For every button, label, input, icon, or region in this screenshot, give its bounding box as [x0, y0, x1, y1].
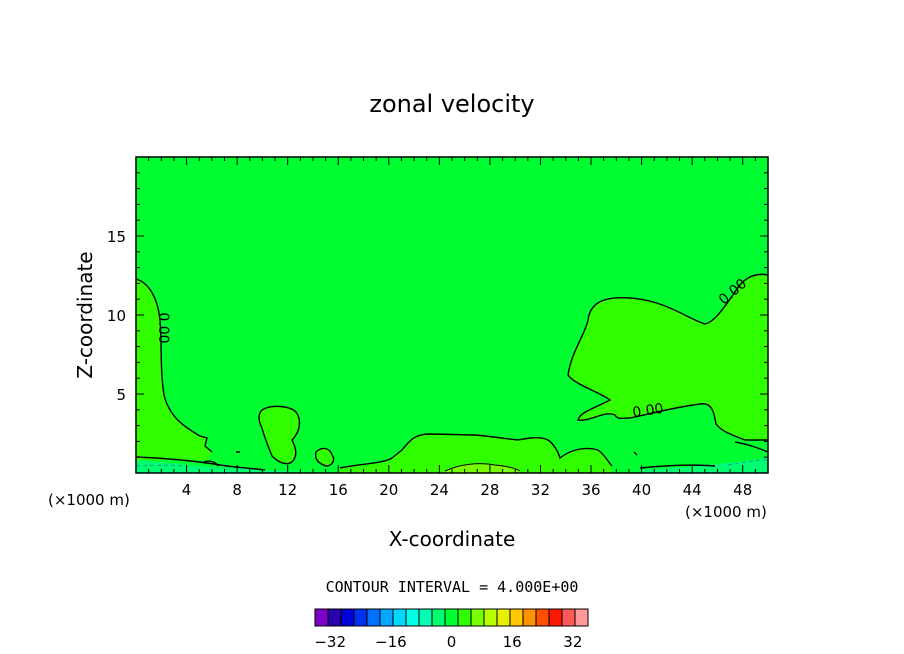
contour-zero-left — [135, 278, 213, 453]
x-tick-labels: 4 8 12 16 20 24 28 32 36 40 44 48 — [182, 481, 752, 499]
x-tick-label: 40 — [632, 481, 651, 499]
colorbar-swatch — [327, 608, 342, 627]
colorbar-swatch — [431, 608, 446, 627]
x-tick-label: 44 — [683, 481, 702, 499]
colorbar-swatch — [522, 608, 537, 627]
contour-interval: CONTOUR INTERVAL = 4.000E+00 — [326, 578, 579, 596]
colorbar-tick-label: 16 — [503, 633, 522, 651]
colorbar-swatch — [483, 608, 498, 627]
colorbar-tick-label: −16 — [375, 633, 407, 651]
x-unit-label-right: (×1000 m) — [685, 503, 767, 521]
colorbar — [314, 608, 589, 627]
x-tick-label: 48 — [733, 481, 752, 499]
colorbar-swatch — [314, 608, 329, 627]
contour-zero-low-left — [135, 456, 266, 471]
x-tick-label: 12 — [278, 481, 297, 499]
contour-zero-blob — [258, 405, 301, 465]
colorbar-swatch — [574, 608, 589, 627]
colorbar-swatch — [509, 608, 524, 627]
contour-neg-left — [135, 464, 186, 467]
x-tick-label: 20 — [379, 481, 398, 499]
contour-zero-right — [567, 273, 769, 441]
x-tick-label: 16 — [329, 481, 348, 499]
colorbar-swatch — [379, 608, 394, 627]
colorbar-swatch — [405, 608, 420, 627]
colorbar-tick-label: −32 — [314, 633, 346, 651]
negative-contour-lines — [135, 459, 769, 467]
positive-region-left — [136, 279, 212, 460]
y-tick-label: 15 — [107, 228, 126, 246]
contour-zero-small — [314, 447, 335, 467]
x-axis-label: X-coordinate — [389, 527, 516, 551]
axis-ticks — [136, 157, 768, 473]
colorbar-swatch — [392, 608, 407, 627]
y-tick-labels: 5 10 15 — [107, 228, 126, 404]
colorbar-swatch — [561, 608, 576, 627]
contour-zero-low-right — [639, 441, 769, 469]
colorbar-swatch — [444, 608, 459, 627]
x-tick-label: 24 — [430, 481, 449, 499]
contour-label: 0.00 — [631, 401, 664, 421]
x-tick-label: 32 — [531, 481, 550, 499]
colorbar-swatch — [366, 608, 381, 627]
colorbar-swatch — [535, 608, 550, 627]
colorbar-swatch — [470, 608, 485, 627]
colorbar-swatch — [496, 608, 511, 627]
x-tick-label: 4 — [182, 481, 192, 499]
y-axis-label: Z-coordinate — [73, 251, 97, 378]
colorbar-swatch — [340, 608, 355, 627]
y-tick-label: 5 — [116, 386, 126, 404]
colorbar-tick-label: 32 — [563, 633, 582, 651]
y-tick-label: 10 — [107, 307, 126, 325]
colorbar-swatch — [418, 608, 433, 627]
x-unit-label-left: (×1000 m) — [48, 491, 130, 509]
negative-region-bottom — [136, 460, 320, 473]
colorbar-swatch — [457, 608, 472, 627]
negative-region-bottom-right — [640, 458, 768, 473]
positive-region-blob — [259, 406, 300, 464]
colorbar-swatch — [548, 608, 563, 627]
plot-area: 0.000.000.00 — [135, 156, 769, 474]
contour-zero-bits — [203, 451, 638, 467]
colorbar-tick-label: 0 — [447, 633, 457, 651]
positive-region-small — [315, 448, 334, 466]
contour-zero-bottom — [339, 433, 613, 469]
chart-title: zonal velocity — [369, 90, 534, 118]
contour-strong — [444, 463, 521, 472]
x-tick-label: 36 — [581, 481, 600, 499]
contour-label: 0.00 — [155, 312, 171, 343]
contour-neg-right — [727, 459, 769, 466]
x-tick-label: 28 — [480, 481, 499, 499]
colorbar-swatch — [353, 608, 368, 627]
contour-lines — [135, 273, 769, 472]
colorbar-labels: −32 −16 0 16 32 — [314, 633, 582, 651]
x-tick-label: 8 — [232, 481, 242, 499]
